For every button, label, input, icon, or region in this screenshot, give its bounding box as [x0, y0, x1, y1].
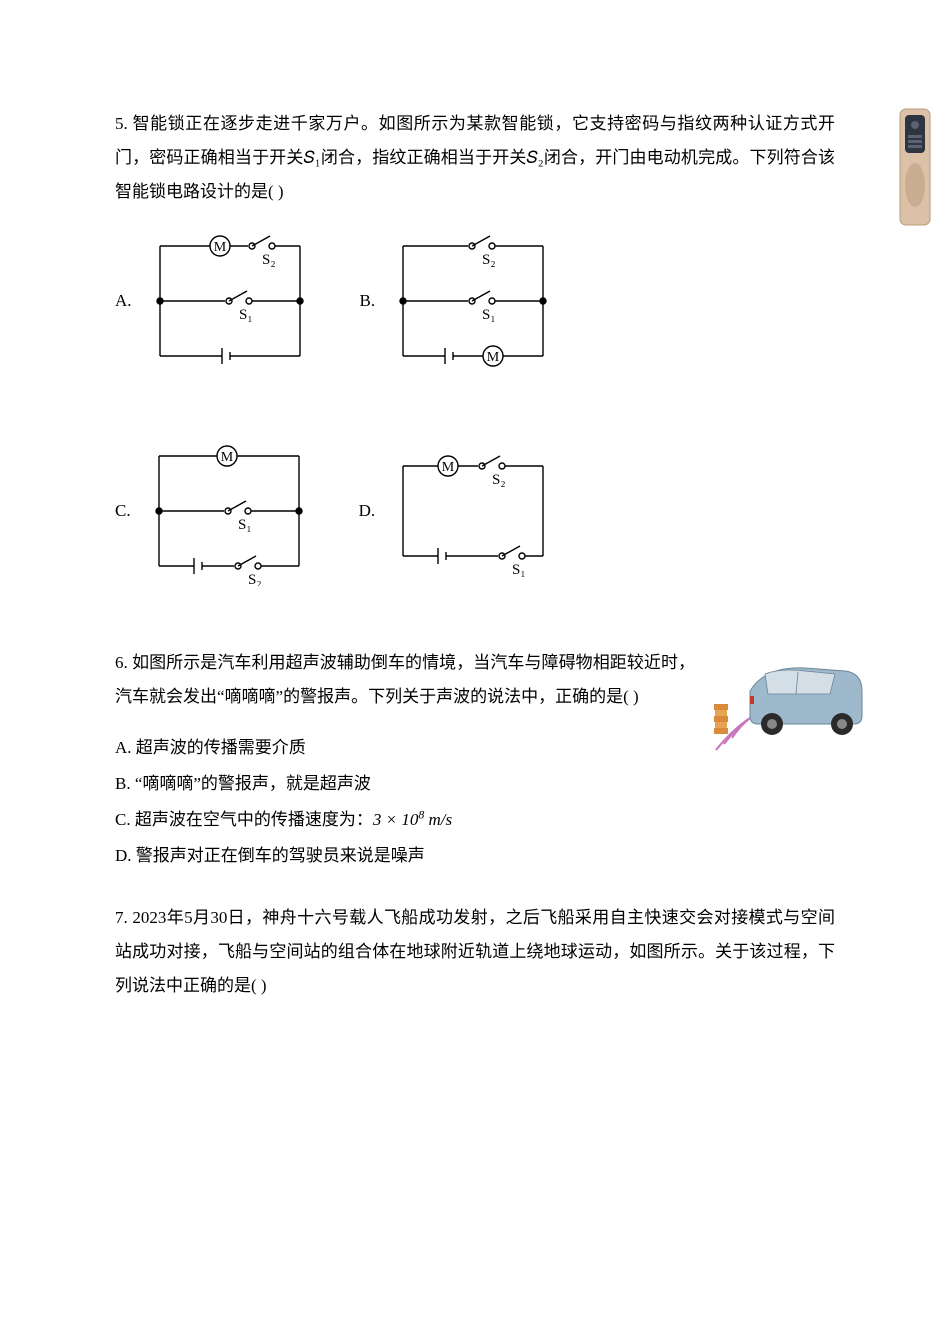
car-ultrasonic-image	[710, 646, 870, 761]
q6-number: 6.	[115, 653, 128, 672]
circuit-b-diagram: S₂ S₁	[383, 226, 563, 376]
svg-text:M: M	[220, 450, 233, 465]
svg-text:S₂: S₂	[262, 252, 276, 268]
svg-text:S₁: S₁	[512, 562, 526, 578]
option-d-label: D.	[359, 501, 376, 521]
circuit-c-diagram: M S₁	[139, 436, 319, 586]
option-d: D. M S₂	[359, 436, 564, 586]
q5-options-row-1: A. M S₂	[115, 226, 835, 376]
svg-text:S₂: S₂	[492, 472, 506, 488]
question-7: 7. 2023年5月30日，神舟十六号载人飞船成功发射，之后飞船采用自主快速交会…	[115, 901, 835, 1003]
q7-text: 7. 2023年5月30日，神舟十六号载人飞船成功发射，之后飞船采用自主快速交会…	[115, 901, 835, 1003]
q5-body: 智能锁正在逐步走进千家万户。如图所示为某款智能锁，它支持密码与指纹两种认证方式开…	[115, 114, 835, 201]
q5-options-row-2: C. M	[115, 436, 835, 586]
svg-text:S₂: S₂	[248, 572, 262, 586]
svg-text:S₂: S₂	[482, 252, 496, 268]
q6-c-unit-text: m/s	[429, 810, 453, 829]
q5-number: 5.	[115, 114, 128, 133]
option-a-label: A.	[115, 291, 132, 311]
option-c: C. M	[115, 436, 319, 586]
car-icon	[710, 646, 870, 756]
q6-choice-c: C. 超声波在空气中的传播速度为：3 × 108 m/s	[115, 803, 835, 837]
option-c-label: C.	[115, 501, 131, 521]
q5-text: 5. 智能锁正在逐步走进千家万户。如图所示为某款智能锁，它支持密码与指纹两种认证…	[115, 107, 835, 209]
q6-c-value: 3 × 10	[373, 810, 418, 829]
circuit-a-diagram: M S₂	[140, 226, 320, 376]
q6-c-unit: m/s	[424, 810, 452, 829]
smart-lock-image	[890, 107, 940, 232]
svg-text:S₁: S₁	[238, 517, 252, 533]
svg-text:M: M	[487, 350, 500, 365]
question-6: 6. 如图所示是汽车利用超声波辅助倒车的情境，当汽车与障碍物相距较近时，汽车就会…	[115, 646, 835, 873]
option-a: A. M S₂	[115, 226, 320, 376]
option-b-label: B.	[360, 291, 376, 311]
lock-icon	[890, 107, 940, 227]
question-5: 5. 智能锁正在逐步走进千家万户。如图所示为某款智能锁，它支持密码与指纹两种认证…	[115, 107, 835, 586]
circuit-d-diagram: M S₂	[383, 436, 563, 586]
option-b: B. S₂	[360, 226, 564, 376]
q6-body: 如图所示是汽车利用超声波辅助倒车的情境，当汽车与障碍物相距较近时，汽车就会发出“…	[115, 653, 695, 706]
svg-text:M: M	[213, 240, 226, 255]
svg-text:M: M	[442, 460, 455, 475]
q6-choice-d: D. 警报声对正在倒车的驾驶员来说是噪声	[115, 839, 835, 873]
q7-number: 7.	[115, 908, 128, 927]
svg-text:S₁: S₁	[482, 307, 496, 323]
svg-text:S₁: S₁	[239, 307, 253, 323]
q7-body: 2023年5月30日，神舟十六号载人飞船成功发射，之后飞船采用自主快速交会对接模…	[115, 908, 835, 995]
q6-choice-b: B. “嘀嘀嘀”的警报声，就是超声波	[115, 767, 835, 801]
q6-c-prefix: C. 超声波在空气中的传播速度为：	[115, 810, 373, 829]
